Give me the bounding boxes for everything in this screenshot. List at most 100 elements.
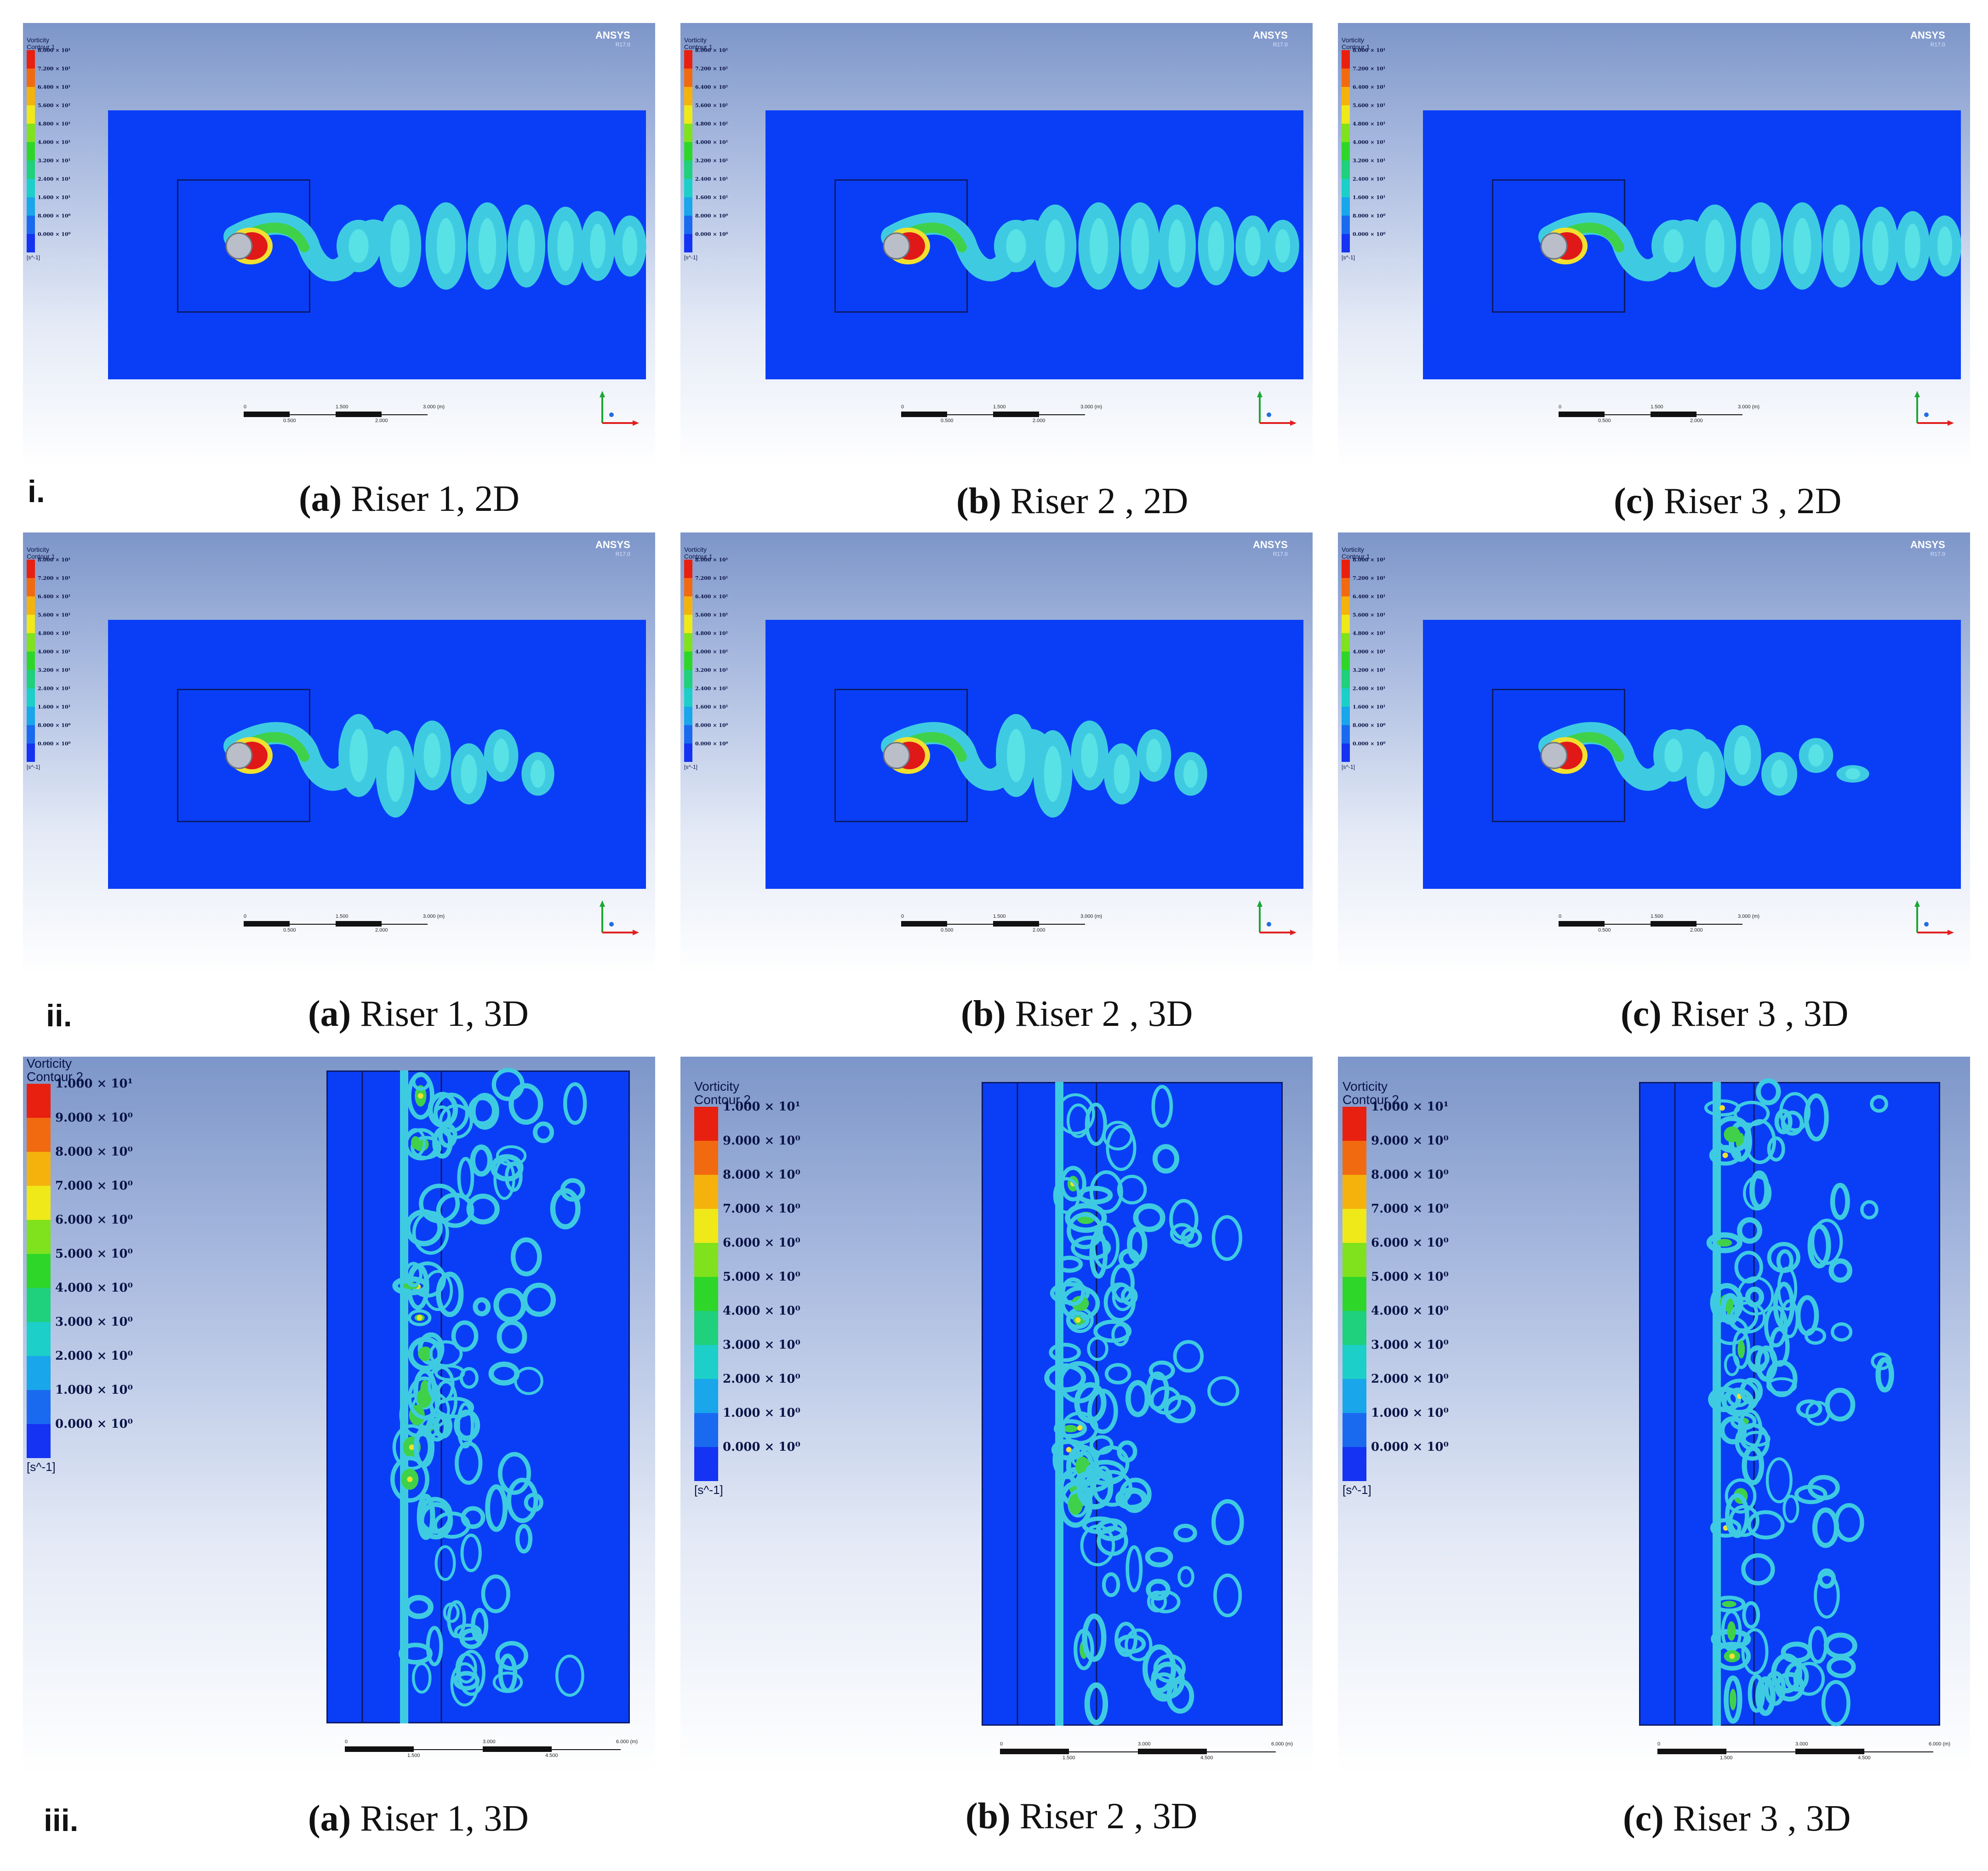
- ansys-version: R17.0: [615, 551, 630, 557]
- scale-label: 3.000 (m): [1738, 914, 1760, 919]
- vortex-streak-core: [1724, 1126, 1741, 1143]
- legend-entry: 1.000 × 10⁰: [694, 1406, 800, 1447]
- scale-label: 3.000: [1138, 1741, 1151, 1747]
- row-label-i: i.: [28, 474, 45, 509]
- vortex-streak: [1211, 1215, 1242, 1261]
- legend-label: 2.400 × 10¹: [1353, 176, 1386, 182]
- vortex-streak: [408, 1336, 443, 1371]
- vortex-streak: [1122, 1488, 1147, 1513]
- colorbar-legend: Vorticity Contour 1 8.000 × 10¹ 7.200 × 10…: [1342, 546, 1385, 770]
- shed-vortex-core: [1006, 229, 1026, 263]
- legend-swatch: [1342, 1276, 1366, 1311]
- z-axis-marker: [1267, 922, 1271, 927]
- scale-label: 2.000: [375, 927, 388, 933]
- vortex-streak: [1133, 1203, 1165, 1232]
- vortex-streak: [1166, 1678, 1194, 1714]
- scale-label: 3.000: [483, 1739, 496, 1745]
- riser-surface-strip: [1055, 1082, 1063, 1726]
- flow-domain: [982, 1082, 1283, 1726]
- shed-vortex-core: [1007, 729, 1025, 782]
- legend-swatch: [27, 1424, 51, 1458]
- riser-cylinder: [883, 742, 910, 769]
- legend-label: 6.400 × 10¹: [695, 84, 728, 90]
- legend-label: 7.200 × 10¹: [38, 575, 71, 581]
- legend-label: 3.200 × 10¹: [1353, 667, 1386, 673]
- legend-label: 4.000 × 10¹: [38, 648, 71, 655]
- legend-swatch: [27, 615, 35, 634]
- axis-triad: [1914, 900, 1954, 935]
- scale-label: 3.000 (m): [423, 404, 445, 410]
- shed-vortex-core: [1131, 218, 1149, 274]
- scale-label: 0.500: [941, 927, 954, 933]
- legend-entry: 7.200 × 10¹: [27, 575, 71, 597]
- legend-swatch: [1342, 707, 1350, 726]
- vortex-streak: [506, 1477, 538, 1523]
- vortex-streak: [1725, 1493, 1749, 1538]
- legend-entry: 4.800 × 10¹: [27, 121, 70, 143]
- legend-swatch: [694, 1106, 718, 1141]
- vortex-streak: [1152, 1144, 1179, 1174]
- legend-entry: 8.000 × 10¹: [684, 557, 728, 578]
- legend-label: 1.600 × 10¹: [38, 194, 71, 200]
- legend-swatch: [1342, 744, 1350, 762]
- scale-label: 1.500: [993, 404, 1006, 410]
- legend-entry: 7.200 × 10¹: [27, 66, 70, 87]
- vortex-streak: [1804, 1093, 1829, 1142]
- legend-entry: 4.000 × 10⁰: [27, 1281, 133, 1322]
- vortex-streak: [1782, 1494, 1799, 1523]
- legend-label: 8.000 × 10⁰: [723, 1167, 800, 1182]
- legend-swatch: [27, 216, 35, 235]
- ansys-logo: ANSYS R17.0: [1910, 539, 1945, 557]
- legend-swatch: [27, 87, 35, 106]
- legend-entry: 3.000 × 10⁰: [27, 1315, 133, 1356]
- ansys-version: R17.0: [615, 41, 630, 48]
- vortex-streak: [498, 1452, 531, 1495]
- legend-entry: 3.200 × 10¹: [1342, 157, 1386, 179]
- legend-label: 2.000 × 10⁰: [1371, 1372, 1449, 1386]
- legend-entry: 5.600 × 10¹: [684, 103, 728, 124]
- x-arrowhead: [1948, 420, 1954, 426]
- caption-r3-b: (b) Riser 2 , 3D: [965, 1796, 1198, 1837]
- legend-label: 8.000 × 10⁰: [38, 212, 71, 219]
- shed-vortex-core: [1044, 746, 1062, 802]
- vortex-streak: [1118, 1248, 1140, 1269]
- legend-swatch: [684, 596, 692, 615]
- legend-entry: 8.000 × 10⁰: [1342, 213, 1385, 235]
- shed-vortex-core: [1771, 760, 1788, 788]
- vortex-streak: [522, 1282, 556, 1317]
- legend-entry: 1.600 × 10¹: [684, 704, 728, 726]
- legend-swatch: [694, 1345, 718, 1379]
- shed-vortex-core: [1663, 229, 1684, 263]
- legend-label: 2.000 × 10⁰: [55, 1349, 133, 1363]
- legend-entry: 6.000 × 10⁰: [27, 1213, 133, 1254]
- legend-swatch: [684, 670, 692, 689]
- scale-label: 0: [345, 1739, 348, 1745]
- legend-swatch: [27, 578, 35, 597]
- shed-vortex-core: [1275, 229, 1291, 263]
- legend-label: 3.200 × 10¹: [1353, 157, 1386, 164]
- vortex-streak: [1125, 1380, 1150, 1418]
- vortex-streak-core: [1737, 1340, 1745, 1359]
- legend-label: 6.000 × 10⁰: [55, 1213, 133, 1227]
- vortex-streak: [459, 1367, 479, 1389]
- legend-swatch: [27, 1117, 51, 1152]
- scale-label: 1.500: [993, 914, 1006, 919]
- vortex-streak: [1830, 1183, 1850, 1220]
- legend-label: 0.000 × 10⁰: [55, 1417, 133, 1431]
- vortex-wake: [223, 202, 646, 290]
- shed-vortex-core: [386, 746, 405, 802]
- legend-label: 2.400 × 10¹: [695, 176, 728, 182]
- shed-vortex-core: [1845, 768, 1861, 780]
- legend-label: 7.000 × 10⁰: [723, 1202, 800, 1216]
- vorticity-field: [1017, 1082, 1244, 1726]
- legend-entry: 1.000 × 10⁰: [1342, 1406, 1449, 1447]
- vortex-streak: [470, 1144, 493, 1177]
- legend-entry: 8.000 × 10⁰: [1342, 722, 1385, 744]
- scale-segment: [345, 1746, 414, 1752]
- scale-label: 4.500: [545, 1753, 558, 1758]
- legend-label: 6.400 × 10¹: [695, 593, 728, 600]
- vortex-streak-core: [1727, 1621, 1736, 1641]
- vortex-hotspot: [417, 1315, 423, 1321]
- vortex-streak: [1211, 1499, 1244, 1545]
- row-label-iii: iii.: [44, 1803, 79, 1838]
